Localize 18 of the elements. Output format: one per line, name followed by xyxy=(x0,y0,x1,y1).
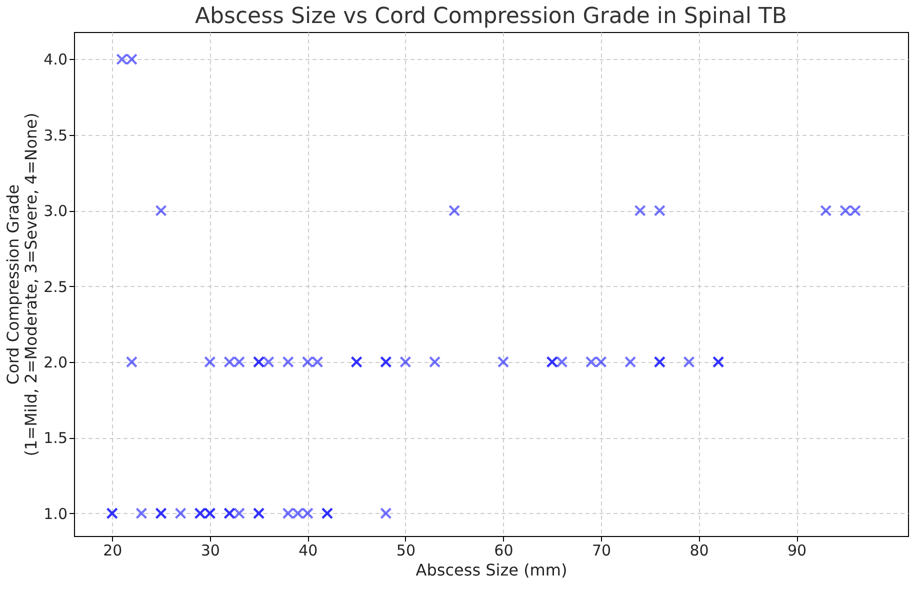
x-tick-label: 70 xyxy=(592,542,612,560)
x-tick-label: 30 xyxy=(200,542,220,560)
y-tick-label: 2.0 xyxy=(44,353,68,372)
x-tick-label: 50 xyxy=(396,542,416,560)
y-tick-label: 3.5 xyxy=(44,126,68,144)
x-tick-label: 90 xyxy=(787,542,807,560)
x-tick-label: 40 xyxy=(298,542,318,560)
x-tick-label: 20 xyxy=(103,542,122,560)
y-axis-title: Cord Compression Grade (1=Mild, 2=Moderate, 3=Severe, 4=None) xyxy=(4,112,41,456)
chart-title: Abscess Size vs Cord Compression Grade in Spinal TB xyxy=(194,4,788,29)
x-axis-title: Abscess Size (mm) xyxy=(416,560,568,580)
y-tick-label: 2.5 xyxy=(44,278,68,296)
y-tick-label: 3.0 xyxy=(44,202,68,220)
y-tick-label: 1.0 xyxy=(44,504,68,523)
x-tick-label: 60 xyxy=(494,542,514,560)
y-tick-label: 1.5 xyxy=(44,429,68,448)
y-tick-label: 4.0 xyxy=(44,50,68,69)
x-tick-label: 80 xyxy=(690,542,709,560)
